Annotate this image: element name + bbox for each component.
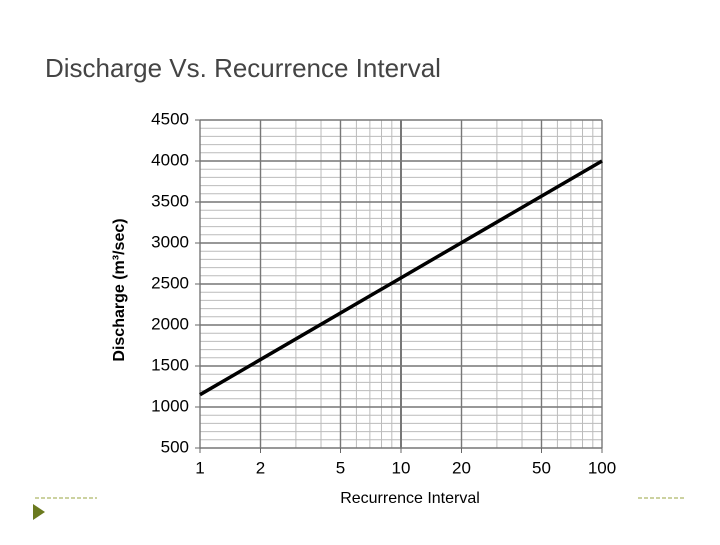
x-tick-label: 5	[336, 458, 345, 477]
y-tick-label: 3000	[151, 232, 189, 251]
x-tick-label: 1	[195, 458, 204, 477]
x-tick-label: 100	[588, 458, 616, 477]
y-tick-label: 3500	[151, 191, 189, 210]
x-tick-label: 10	[392, 458, 411, 477]
x-tick-label: 20	[452, 458, 471, 477]
x-tick-label: 2	[256, 458, 265, 477]
data-line	[199, 159, 603, 397]
y-tick-label: 1500	[151, 355, 189, 374]
chart-title: Discharge Vs. Recurrence Interval	[45, 53, 441, 83]
y-tick-label: 2500	[151, 273, 189, 292]
plot: 500 1000 1500 2000 2500 3000 3500 4000 4500 1 2 5 10…	[151, 109, 616, 477]
y-tick-label: 1000	[151, 396, 189, 415]
y-tick-label: 4000	[151, 150, 189, 169]
y-axis-label: Discharge (m³/sec)	[111, 218, 128, 361]
x-axis-label: Recurrence Interval	[340, 490, 480, 507]
y-tick-label: 4500	[151, 109, 189, 128]
y-tick-label: 500	[161, 437, 189, 456]
y-tick-label: 2000	[151, 314, 189, 333]
x-tick-label: 50	[532, 458, 551, 477]
decor-arrow	[33, 504, 45, 520]
